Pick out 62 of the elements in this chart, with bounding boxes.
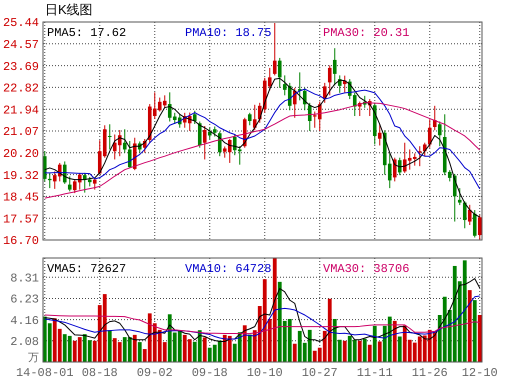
y-tick-label: 8.31 <box>10 271 39 286</box>
candlestick <box>108 124 112 150</box>
candlestick <box>378 124 382 146</box>
y-tick-label: 21.07 <box>2 125 39 140</box>
candlestick <box>128 140 132 168</box>
candlestick <box>462 200 467 229</box>
x-tick-label: 11-11 <box>356 366 393 380</box>
bar <box>292 344 297 362</box>
candlestick <box>272 22 277 76</box>
y-tick-label: 21.94 <box>2 104 39 118</box>
y-tick-label: 20.20 <box>2 146 39 161</box>
candlestick <box>478 214 482 240</box>
candlestick <box>202 126 207 160</box>
candlestick <box>88 176 92 187</box>
text: VMA30: 38706 <box>323 262 410 276</box>
y-tick-label: 2.08 <box>10 334 39 349</box>
text: VMA10: 64728 <box>185 262 272 276</box>
y-tick-label: 4.16 <box>10 314 39 328</box>
line-series <box>44 296 480 340</box>
line-series <box>44 278 480 342</box>
bar <box>478 314 482 362</box>
y-tick-label: 6.23 <box>10 292 39 307</box>
candlestick <box>468 204 472 226</box>
candlestick <box>428 118 432 148</box>
x-tick-label: 12-10 <box>462 366 498 380</box>
y-tick-label: 24.57 <box>2 38 39 52</box>
y-axis-title: 万 <box>28 352 39 364</box>
text: PMA30: 20.31 <box>323 26 410 40</box>
candlestick <box>208 127 212 140</box>
line-series <box>44 314 480 334</box>
candlestick <box>332 48 337 86</box>
x-tick-label: 09-02 <box>136 366 173 380</box>
y-tick-label: 19.32 <box>2 168 39 183</box>
candlestick <box>328 64 332 96</box>
candlestick <box>278 57 282 88</box>
candlestick <box>122 128 127 154</box>
x-tick-label: 11-26 <box>412 366 448 380</box>
y-tick-label: 25.44 <box>2 16 39 30</box>
x-tick-label: 08-18 <box>82 366 118 380</box>
text: VMA5: 72627 <box>47 262 126 276</box>
x-tick-label: 10-27 <box>302 366 338 380</box>
x-tick-label: 10-10 <box>246 366 283 380</box>
y-tick-label: 17.57 <box>2 212 39 226</box>
candlestick <box>472 210 477 238</box>
x-tick-label: 09-18 <box>192 366 228 380</box>
y-tick-label: 16.70 <box>2 234 39 248</box>
bar <box>378 342 382 362</box>
text: PMA5: 17.62 <box>47 26 126 40</box>
bar <box>138 342 142 362</box>
chart-title: 日K线图 <box>45 2 93 17</box>
candlestick <box>398 157 402 176</box>
text: PMA10: 18.75 <box>185 26 272 40</box>
bar <box>472 300 477 362</box>
bar <box>398 336 402 362</box>
y-tick-label: 18.45 <box>2 190 39 205</box>
x-tick-label: 14-08-01 <box>16 366 74 380</box>
candlestick <box>68 176 72 192</box>
y-tick-label: 23.69 <box>2 60 39 74</box>
candlestick <box>438 121 442 147</box>
y-tick-label: 22.82 <box>2 82 39 96</box>
bar <box>202 338 207 362</box>
candlestick <box>248 112 252 126</box>
